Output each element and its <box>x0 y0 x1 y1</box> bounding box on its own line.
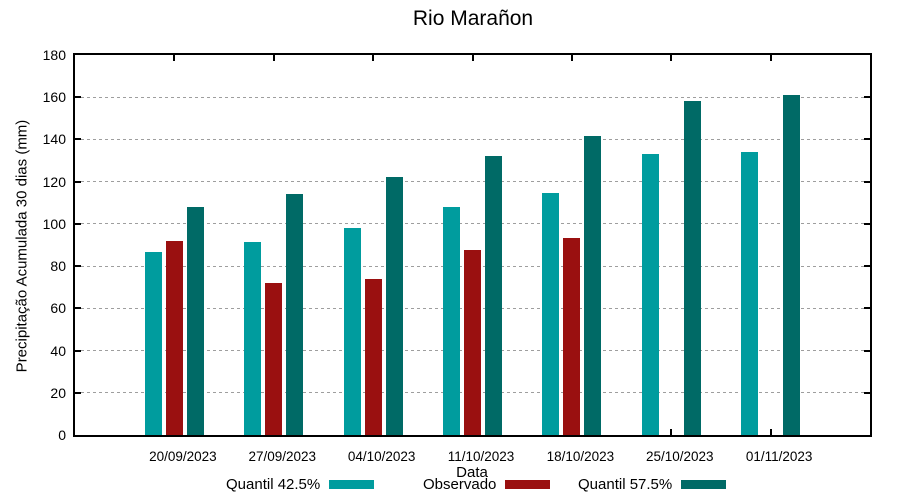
gridline <box>75 96 870 98</box>
tick-y-left <box>75 391 81 394</box>
y-tick-label: 160 <box>42 89 66 106</box>
x-tick-label: 11/10/2023 <box>447 449 515 464</box>
tick-y-right <box>864 180 870 183</box>
x-tick-label: 25/10/2023 <box>645 449 714 464</box>
gridline <box>75 138 870 140</box>
tick-y-right <box>864 138 870 141</box>
tick-y-left <box>75 307 81 310</box>
tick-y-right <box>864 307 870 310</box>
tick-x-top <box>471 55 474 61</box>
tick-y-right <box>864 265 870 268</box>
legend-item: Quantil 57.5% <box>578 476 727 493</box>
legend-swatch <box>505 480 551 489</box>
tick-y-right <box>864 222 870 225</box>
legend-label: Quantil 42.5% <box>226 476 321 493</box>
bar-observado <box>464 250 481 435</box>
tick-y-right <box>864 391 870 394</box>
bar-quantil-42-5- <box>741 152 759 435</box>
y-tick-label: 60 <box>50 300 66 317</box>
tick-y-left <box>75 180 81 183</box>
tick-x-top <box>372 55 375 61</box>
bar-quantil-42-5- <box>343 228 361 435</box>
x-tick-label: 20/09/2023 <box>149 449 217 464</box>
tick-x-bottom <box>769 429 772 435</box>
y-tick-label: 80 <box>50 258 66 275</box>
x-tick-label: 01/11/2023 <box>745 449 813 464</box>
bar-quantil-57-5- <box>584 136 602 435</box>
y-tick-label: 180 <box>42 47 66 63</box>
bar-observado <box>364 278 382 435</box>
tick-x-top <box>670 55 673 61</box>
tick-x-top <box>570 55 573 61</box>
y-tick-label: 40 <box>50 342 66 359</box>
legend-swatch <box>681 480 727 489</box>
x-tick-label: 27/09/2023 <box>248 449 317 464</box>
legend-label: Quantil 57.5% <box>578 476 673 493</box>
legend-label: Observado <box>423 476 497 493</box>
bar-observado <box>563 237 581 435</box>
tick-y-right <box>864 96 870 99</box>
bar-quantil-57-5- <box>783 95 801 435</box>
bar-observado <box>165 240 183 435</box>
y-tick-label: 0 <box>58 427 66 443</box>
legend-swatch <box>329 480 375 489</box>
bar-quantil-42-5- <box>244 241 262 435</box>
tick-y-left <box>75 265 81 268</box>
bar-quantil-57-5- <box>485 156 502 435</box>
y-tick-label: 120 <box>42 173 66 190</box>
plot-area <box>73 53 872 437</box>
x-tick-label: 04/10/2023 <box>347 449 416 464</box>
y-tick-label: 140 <box>42 131 66 148</box>
gridline <box>75 181 870 183</box>
tick-x-top <box>173 55 176 61</box>
legend-item: Observado <box>423 476 551 493</box>
bar-quantil-57-5- <box>683 101 701 435</box>
bar-quantil-42-5- <box>144 252 162 435</box>
legend-item: Quantil 42.5% <box>226 476 375 493</box>
x-tick-label: 18/10/2023 <box>546 449 615 464</box>
bar-quantil-42-5- <box>443 207 460 435</box>
tick-y-right <box>864 349 870 352</box>
tick-x-top <box>769 55 772 61</box>
bar-quantil-57-5- <box>286 194 304 435</box>
bar-observado <box>265 283 283 435</box>
tick-y-left <box>75 138 81 141</box>
y-tick-label: 100 <box>42 215 66 232</box>
tick-x-top <box>272 55 275 61</box>
tick-y-left <box>75 222 81 225</box>
y-tick-label: 20 <box>50 384 66 401</box>
x-axis-label: Data <box>456 464 488 481</box>
gridline <box>75 223 870 225</box>
tick-y-left <box>75 96 81 99</box>
chart-title: Rio Marañon <box>412 7 534 30</box>
y-axis-label: Precipitação Acumulada 30 dias (mm) <box>13 119 31 373</box>
bar-quantil-57-5- <box>186 207 204 435</box>
bar-quantil-42-5- <box>641 154 659 435</box>
bar-quantil-42-5- <box>542 193 560 435</box>
tick-x-bottom <box>670 429 673 435</box>
bar-quantil-57-5- <box>385 177 403 435</box>
tick-y-left <box>75 349 81 352</box>
